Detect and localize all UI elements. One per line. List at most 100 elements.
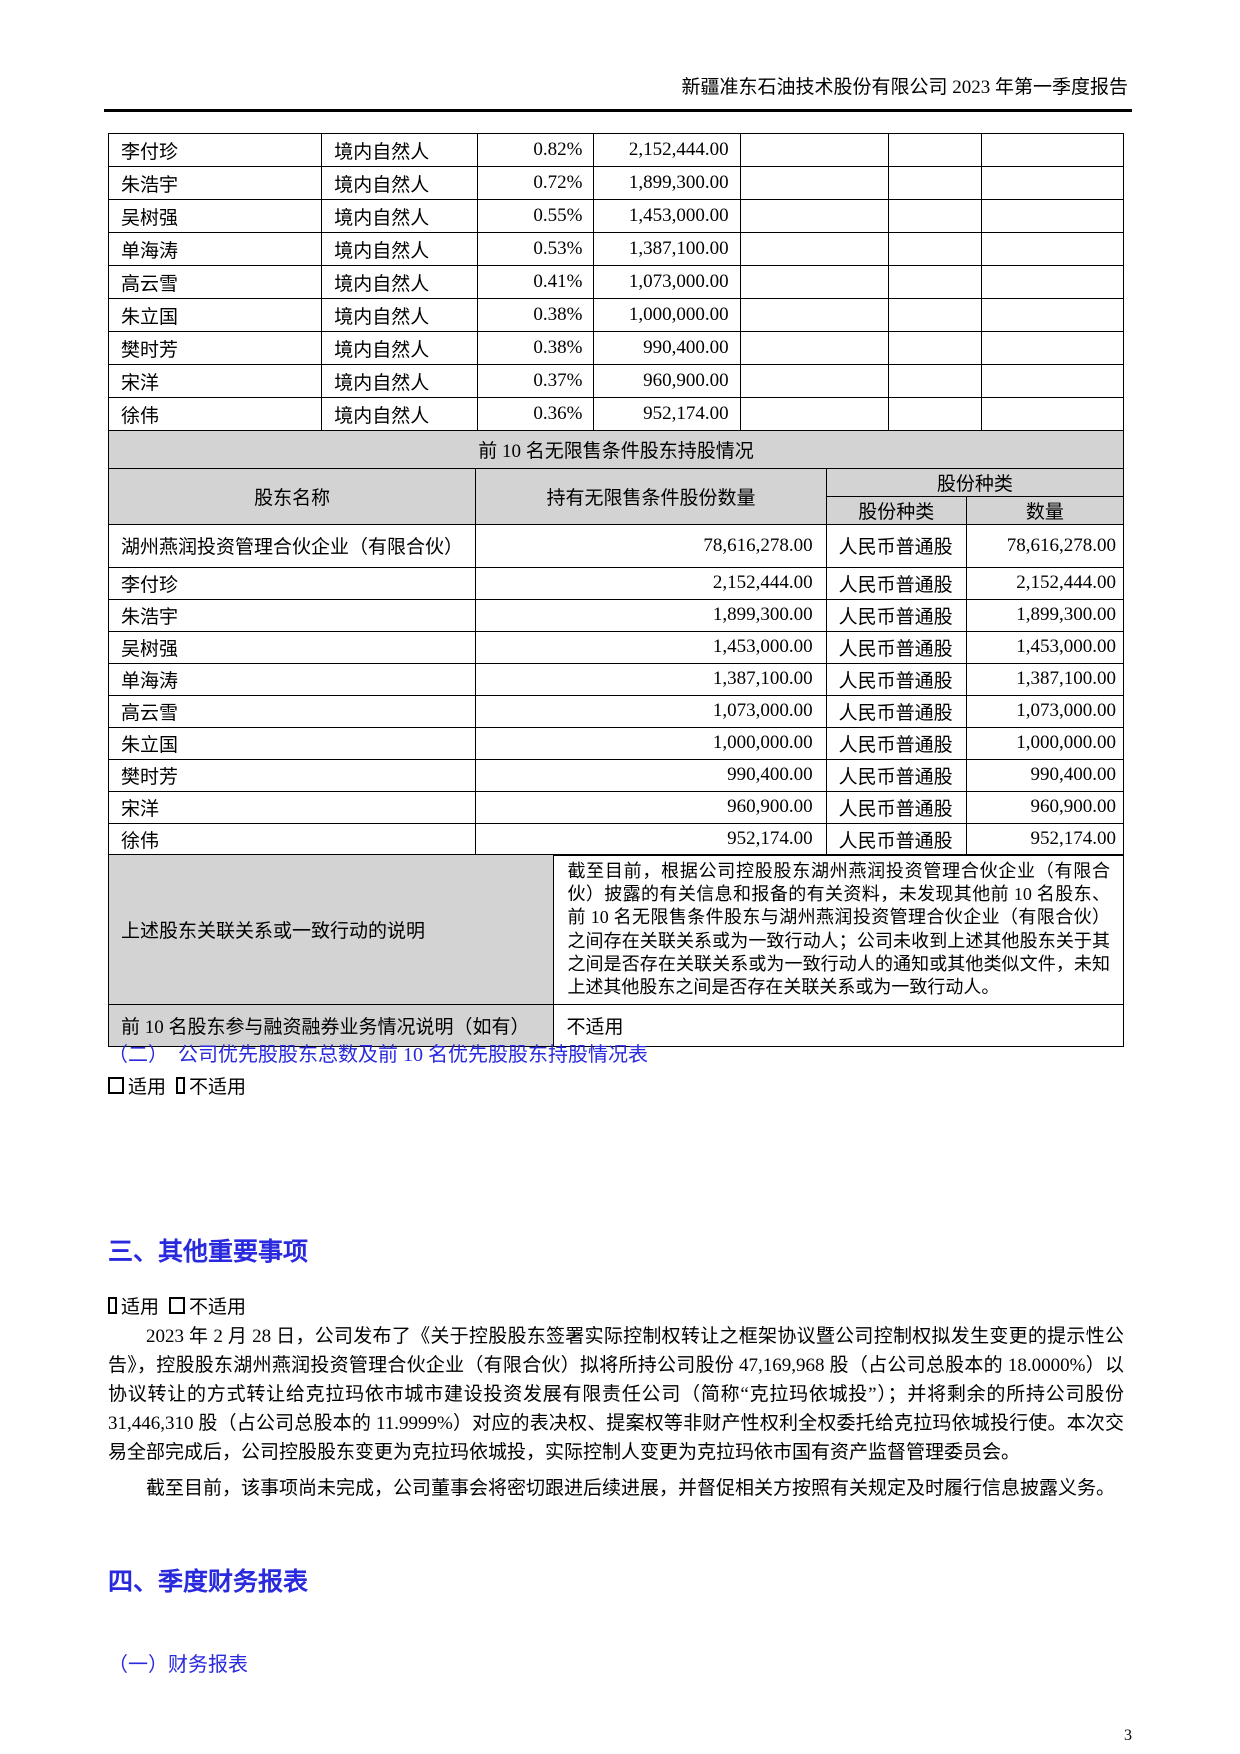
applicable-label: 适用 — [128, 1077, 167, 1098]
extra-cell — [980, 298, 1125, 332]
pledge-status-cell — [739, 298, 889, 332]
shareholder-name-cell: 朱浩宇 — [107, 166, 323, 200]
unrestricted-quantity-cell: 952,174.00 — [475, 822, 827, 856]
shareholder-name-cell: 徐伟 — [107, 397, 323, 431]
extra-cell — [980, 232, 1125, 266]
extra-cell — [980, 133, 1125, 167]
pledge-quantity-cell — [887, 298, 982, 332]
class-quantity-cell: 960,900.00 — [965, 790, 1125, 824]
pledge-quantity-cell — [887, 166, 982, 200]
col-header-share-class: 股份种类 — [825, 495, 967, 525]
class-quantity-cell: 78,616,278.00 — [965, 523, 1125, 568]
extra-cell — [980, 331, 1125, 365]
shareholder-name-cell: 朱浩宇 — [107, 598, 477, 632]
table-row: 高云雪 境内自然人 0.41% 1,073,000.00 — [107, 265, 1125, 299]
share-class-cell: 人民币普通股 — [825, 566, 967, 600]
section-3-paragraph-1: 2023 年 2 月 28 日，公司发布了《关于控股股东签署实际控制权转让之框架… — [108, 1326, 1124, 1463]
shareholder-type-cell: 境内自然人 — [321, 232, 479, 266]
shareholder-name-cell: 李付珍 — [107, 133, 323, 167]
holding-ratio-cell: 0.41% — [477, 265, 595, 299]
class-quantity-cell: 1,073,000.00 — [965, 694, 1125, 728]
holding-ratio-cell: 0.55% — [477, 199, 595, 233]
col-header-quantity: 数量 — [965, 495, 1125, 525]
col-header-unrestricted-shares: 持有无限售条件股份数量 — [475, 467, 827, 525]
table-row: 吴树强 境内自然人 0.55% 1,453,000.00 — [107, 199, 1125, 233]
unrestricted-quantity-cell: 1,899,300.00 — [475, 598, 827, 632]
class-quantity-cell: 990,400.00 — [965, 758, 1125, 792]
pledge-status-cell — [739, 199, 889, 233]
table-row: 李付珍 2,152,444.00 人民币普通股 2,152,444.00 — [107, 566, 1125, 600]
holding-shares-cell: 952,174.00 — [593, 397, 741, 431]
unrestricted-quantity-cell: 960,900.00 — [475, 790, 827, 824]
holding-shares-cell: 1,387,100.00 — [593, 232, 741, 266]
shareholder-tables: 李付珍 境内自然人 0.82% 2,152,444.00 朱浩宇 境内自然人 0.72% 1,… — [107, 133, 1125, 1048]
band-title: 前 10 名无限售条件股东持股情况 — [108, 429, 1124, 469]
share-class-cell: 人民币普通股 — [825, 726, 967, 760]
pledge-status-cell — [739, 166, 889, 200]
holding-ratio-cell: 0.38% — [477, 298, 595, 332]
holding-shares-cell: 960,900.00 — [593, 364, 741, 398]
holding-ratio-cell: 0.37% — [477, 364, 595, 398]
extra-cell — [980, 199, 1125, 233]
class-quantity-cell: 952,174.00 — [965, 822, 1125, 856]
checkbox-unchecked-icon — [169, 1297, 186, 1314]
unrestricted-quantity-cell: 2,152,444.00 — [475, 566, 827, 600]
share-class-cell: 人民币普通股 — [825, 822, 967, 856]
margin-trading-value: 不适用 — [553, 1004, 1124, 1048]
table-row: 单海涛 境内自然人 0.53% 1,387,100.00 — [107, 232, 1125, 266]
table-row: 湖州燕润投资管理合伙企业（有限合伙） 78,616,278.00 人民币普通股 78,… — [107, 523, 1125, 568]
shareholder-name-cell: 吴树强 — [107, 199, 323, 233]
section-2-heading: （二） 公司优先股股东总数及前 10 名优先股股东持股情况表 — [108, 1044, 648, 1066]
relationship-note-row: 上述股东关联关系或一致行动的说明 截至目前，根据公司控股股东湖州燕润投资管理合伙… — [107, 853, 1124, 1006]
share-class-cell: 人民币普通股 — [825, 758, 967, 792]
top10-shareholders-table: 李付珍 境内自然人 0.82% 2,152,444.00 朱浩宇 境内自然人 0.72% 1,… — [107, 133, 1125, 431]
holding-ratio-cell: 0.82% — [477, 133, 595, 167]
unrestricted-quantity-cell: 990,400.00 — [475, 758, 827, 792]
table-header-row: 股东名称 持有无限售条件股份数量 股份种类 — [107, 467, 1125, 525]
pledge-quantity-cell — [887, 364, 982, 398]
relationship-note-label: 上述股东关联关系或一致行动的说明 — [107, 853, 555, 1006]
class-quantity-cell: 1,453,000.00 — [965, 630, 1125, 664]
table-subheader-row: 股份种类 数量 — [109, 495, 1125, 525]
shareholder-type-cell: 境内自然人 — [321, 298, 479, 332]
pledge-quantity-cell — [887, 232, 982, 266]
shareholder-type-cell: 境内自然人 — [321, 133, 479, 167]
relationship-note-text: 截至目前，根据公司控股股东湖州燕润投资管理合伙企业（有限合伙）披露的有关信息和报… — [553, 853, 1124, 1006]
holding-shares-cell: 1,073,000.00 — [593, 265, 741, 299]
section-4-heading: 四、季度财务报表 — [108, 1569, 309, 1596]
unrestricted-quantity-cell: 1,453,000.00 — [475, 630, 827, 664]
shareholder-type-cell: 境内自然人 — [321, 331, 479, 365]
holding-ratio-cell: 0.38% — [477, 331, 595, 365]
shareholder-name-cell: 单海涛 — [107, 232, 323, 266]
table-row: 李付珍 境内自然人 0.82% 2,152,444.00 — [107, 133, 1125, 167]
col-header-share-class-group: 股份种类 — [825, 467, 1125, 497]
section-3-paragraph-2: 截至目前，该事项尚未完成，公司董事会将密切跟进后续进展，并督促相关方按照有关规定… — [146, 1478, 1116, 1499]
unrestricted-quantity-cell: 1,000,000.00 — [475, 726, 827, 760]
applicable-label: 适用 — [121, 1297, 160, 1318]
holding-shares-cell: 2,152,444.00 — [593, 133, 741, 167]
margin-trading-label: 前 10 名股东参与融资融券业务情况说明（如有） — [107, 1004, 555, 1048]
section-4-sub-heading: （一）财务报表 — [108, 1654, 248, 1676]
pledge-status-cell — [739, 133, 889, 167]
table-row: 徐伟 952,174.00 人民币普通股 952,174.00 — [107, 822, 1125, 856]
table-band-row: 前 10 名无限售条件股东持股情况 — [108, 429, 1124, 469]
share-class-cell: 人民币普通股 — [825, 523, 967, 568]
shareholder-notes-table: 上述股东关联关系或一致行动的说明 截至目前，根据公司控股股东湖州燕润投资管理合伙… — [107, 853, 1124, 1048]
pledge-status-cell — [739, 232, 889, 266]
table-row: 朱立国 1,000,000.00 人民币普通股 1,000,000.00 — [107, 726, 1125, 760]
shareholder-name-cell: 宋洋 — [107, 790, 477, 824]
holding-ratio-cell: 0.72% — [477, 166, 595, 200]
extra-cell — [980, 265, 1125, 299]
table-row: 朱浩宇 境内自然人 0.72% 1,899,300.00 — [107, 166, 1125, 200]
class-quantity-cell: 1,899,300.00 — [965, 598, 1125, 632]
share-class-cell: 人民币普通股 — [825, 790, 967, 824]
section-3-heading: 三、其他重要事项 — [108, 1239, 309, 1266]
class-quantity-cell: 1,000,000.00 — [965, 726, 1125, 760]
holding-ratio-cell: 0.53% — [477, 232, 595, 266]
extra-cell — [980, 166, 1125, 200]
pledge-quantity-cell — [887, 199, 982, 233]
pledge-status-cell — [739, 331, 889, 365]
unrestricted-shareholders-table: 前 10 名无限售条件股东持股情况 股东名称 持有无限售条件股份数量 股份种类 … — [107, 429, 1125, 856]
shareholder-name-cell: 樊时芳 — [107, 758, 477, 792]
section-3-body: 2023 年 2 月 28 日，公司发布了《关于控股股东签署实际控制权转让之框架… — [108, 1322, 1124, 1503]
